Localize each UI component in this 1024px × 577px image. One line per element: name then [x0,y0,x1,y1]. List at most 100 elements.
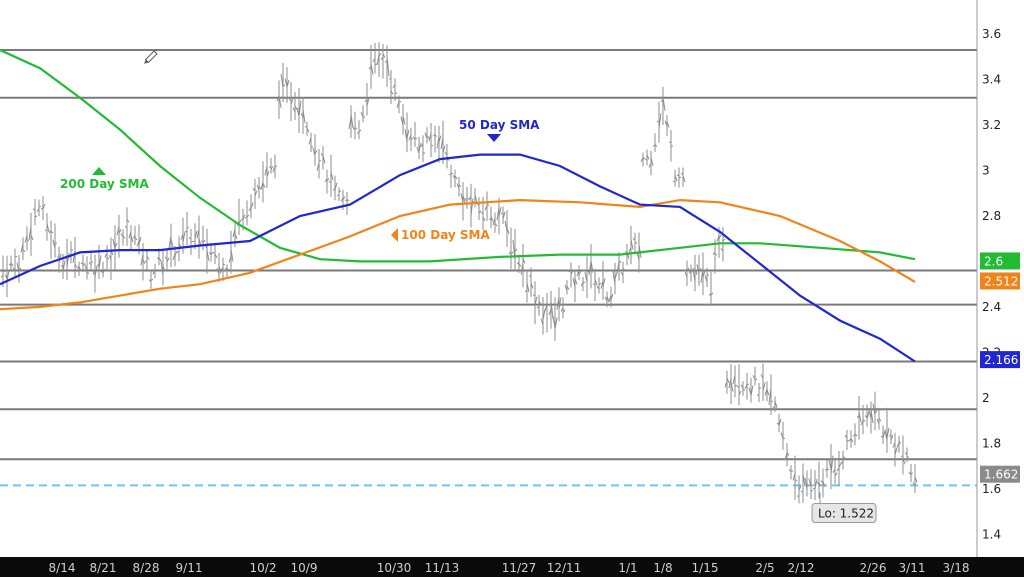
price-bar-open-171 [684,272,688,278]
price-bar-open-228 [912,482,916,486]
price-bar-close-19 [78,266,82,272]
price-bar-open-31 [124,226,128,229]
price-bar-close-81 [326,178,330,182]
price-badge-1 [980,272,1020,290]
price-bar-open-10 [40,207,44,210]
price-bar-close-130 [522,258,526,264]
pencil-icon[interactable] [143,50,158,65]
price-bar-close-159 [638,244,642,258]
price-bar-close-62 [250,202,254,209]
price-bar-open-52 [208,252,212,255]
price-bar-close-181 [726,377,730,384]
price-bar-close-13 [54,242,58,244]
price-bar-close-24 [98,255,102,270]
price-bar-open-64 [256,184,260,191]
price-bar-close-95 [382,53,386,58]
series-line-100-day-sma [0,198,916,311]
price-bar-close-37 [150,278,154,281]
price-bar-open-214 [856,415,860,418]
price-bar-open-211 [844,434,848,439]
price-bar-open-179 [716,235,720,242]
price-bar-open-105 [420,143,424,147]
price-bar-close-30 [122,235,126,239]
price-bar-close-65 [262,183,266,188]
price-bar-open-144 [576,269,580,277]
price-bar-close-225 [902,456,906,465]
x-tick-label: 10/30 [377,561,412,575]
price-bar-open-168 [672,180,676,183]
price-bar-open-221 [884,429,888,442]
y-tick-label: 1.4 [982,527,1001,541]
price-bar-open-137 [548,309,552,315]
price-bar-open-131 [524,289,528,293]
x-tick-label: 1/8 [653,561,672,575]
price-bar-open-67 [268,166,272,168]
price-bar-open-20 [80,261,84,265]
price-bar-open-100 [400,116,404,126]
price-bar-close-173 [694,268,698,275]
price-bar-open-110 [440,136,444,150]
price-bar-close-116 [466,197,470,200]
price-bar-close-48 [194,230,198,239]
price-bar-close-211 [846,439,850,442]
price-bar-open-135 [540,318,544,325]
price-bar-open-112 [448,173,452,176]
price-bar-close-191 [766,389,770,396]
price-bar-close-91 [366,97,370,107]
price-bar-open-49 [196,229,200,239]
price-bar-open-132 [528,275,532,278]
price-bar-close-8 [34,215,38,218]
x-tick-label: 2/12 [788,561,815,575]
price-bar-open-115 [460,193,464,204]
price-bar-close-210 [842,455,846,459]
price-bar-close-73 [294,105,298,110]
price-bar-close-144 [578,270,582,275]
price-bar-close-110 [442,145,446,153]
price-bar-open-71 [284,78,288,87]
price-bar-open-208 [832,469,836,473]
price-bar-open-111 [444,151,448,156]
price-bar-open-32 [128,231,132,239]
annotation-arrow-200-day [92,167,106,175]
price-bar-open-34 [136,240,140,247]
price-bar-close-219 [878,417,882,422]
price-bar-close-127 [510,251,514,255]
price-bar-open-13 [52,239,56,249]
price-badge-text-3: 1.662 [984,468,1018,482]
price-bar-close-187 [750,385,754,396]
price-bar-open-198 [792,473,796,481]
price-badge-text-0: 2.6 [984,254,1003,268]
price-bar-close-18 [74,263,78,268]
price-bar-open-216 [864,415,868,419]
price-bar-open-103 [412,136,416,140]
x-tick-label: 2/26 [860,561,887,575]
price-bar-open-33 [132,234,136,239]
price-bar-close-143 [574,278,578,285]
x-tick-label: 10/2 [250,561,277,575]
price-bar-open-3 [12,267,16,271]
price-bar-close-34 [138,236,142,245]
price-bar-open-165 [660,99,664,103]
y-tick-label: 2.8 [982,209,1001,223]
price-bar-open-106 [424,132,428,139]
price-bar-open-41 [164,256,168,260]
price-bar-open-42 [168,235,172,249]
price-bar-open-175 [700,267,704,283]
price-bar-close-89 [358,129,362,133]
price-bar-close-12 [50,231,54,234]
price-bar-close-170 [682,175,686,183]
price-bar-close-80 [322,155,326,164]
x-tick-label: 3/18 [943,561,970,575]
price-bar-close-162 [650,157,654,166]
price-bar-close-142 [570,270,574,275]
price-bar-open-47 [188,237,192,240]
price-bar-open-30 [120,233,124,238]
price-bar-open-138 [552,315,556,329]
price-bar-close-100 [402,115,406,125]
x-tick-label: 1/1 [618,561,637,575]
price-badge-text-2: 2.166 [984,353,1018,367]
price-bar-open-56 [224,267,228,270]
price-bar-open-134 [536,305,540,309]
price-bar-close-157 [630,239,634,250]
